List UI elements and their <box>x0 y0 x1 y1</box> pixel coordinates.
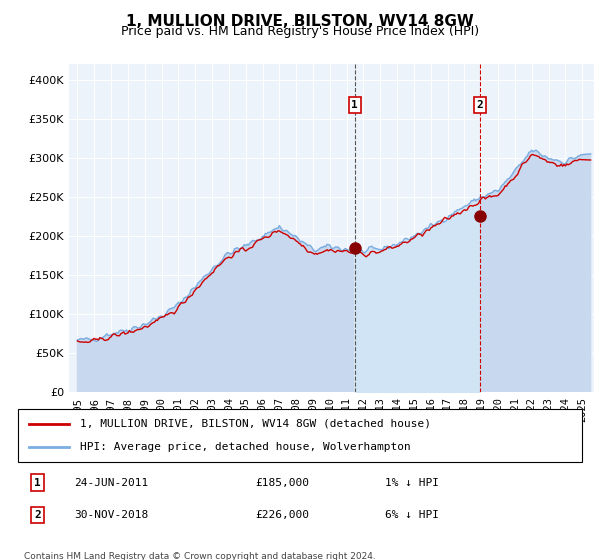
Text: £185,000: £185,000 <box>255 478 309 488</box>
Text: 1, MULLION DRIVE, BILSTON, WV14 8GW: 1, MULLION DRIVE, BILSTON, WV14 8GW <box>126 14 474 29</box>
Text: 30-NOV-2018: 30-NOV-2018 <box>74 510 149 520</box>
Text: £226,000: £226,000 <box>255 510 309 520</box>
Text: 1% ↓ HPI: 1% ↓ HPI <box>385 478 439 488</box>
Text: 6% ↓ HPI: 6% ↓ HPI <box>385 510 439 520</box>
Text: Contains HM Land Registry data © Crown copyright and database right 2024.
This d: Contains HM Land Registry data © Crown c… <box>24 552 376 560</box>
Text: 2: 2 <box>34 510 41 520</box>
Text: 2: 2 <box>476 100 483 110</box>
Text: HPI: Average price, detached house, Wolverhampton: HPI: Average price, detached house, Wolv… <box>80 442 411 452</box>
Text: Price paid vs. HM Land Registry's House Price Index (HPI): Price paid vs. HM Land Registry's House … <box>121 25 479 38</box>
Text: 24-JUN-2011: 24-JUN-2011 <box>74 478 149 488</box>
FancyBboxPatch shape <box>18 409 582 462</box>
Text: 1, MULLION DRIVE, BILSTON, WV14 8GW (detached house): 1, MULLION DRIVE, BILSTON, WV14 8GW (det… <box>80 419 431 429</box>
Text: 1: 1 <box>352 100 358 110</box>
Text: 1: 1 <box>34 478 41 488</box>
